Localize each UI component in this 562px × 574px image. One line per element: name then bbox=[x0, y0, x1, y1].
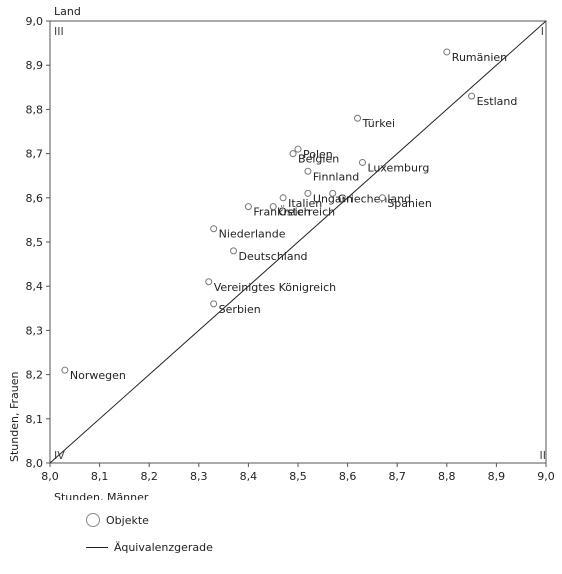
point-label: Vereinigtes Königreich bbox=[214, 281, 336, 294]
quadrant-label-iv: IV bbox=[54, 449, 65, 462]
scatter-point[interactable] bbox=[304, 189, 312, 197]
x-tick-label: 8,0 bbox=[41, 470, 59, 483]
quadrant-label-i: I bbox=[541, 25, 544, 38]
x-tick-label: 8,7 bbox=[388, 470, 406, 483]
legend-circle-icon bbox=[86, 513, 100, 527]
y-tick-label: 8,7 bbox=[26, 148, 44, 161]
point-label: Serbien bbox=[219, 303, 261, 316]
legend-objects-label: Objekte bbox=[106, 513, 149, 527]
y-tick-label: 8,5 bbox=[26, 236, 44, 249]
point-label: Belgien bbox=[298, 153, 339, 166]
quadrant-label-iii: III bbox=[54, 25, 64, 38]
x-tick-label: 8,2 bbox=[140, 470, 158, 483]
point-label: Spanien bbox=[387, 197, 432, 210]
scatter-point[interactable] bbox=[378, 194, 386, 202]
x-tick-label: 8,1 bbox=[91, 470, 109, 483]
point-label: Polen bbox=[303, 148, 333, 161]
x-tick-label: 8,5 bbox=[289, 470, 307, 483]
scatter-point[interactable] bbox=[210, 225, 218, 233]
point-label: Niederlande bbox=[219, 228, 286, 241]
scatter-point[interactable] bbox=[354, 114, 362, 122]
x-tick-label: 8,8 bbox=[438, 470, 456, 483]
legend-line: Äquivalenzgerade bbox=[86, 541, 213, 554]
y-tick-label: 8,4 bbox=[26, 280, 44, 293]
scatter-point[interactable] bbox=[289, 150, 297, 158]
scatter-point[interactable] bbox=[329, 189, 337, 197]
scatter-chart: Land Stunden, Männer Stunden, Frauen I I… bbox=[8, 5, 555, 500]
scatter-point[interactable] bbox=[358, 158, 366, 166]
y-tick-label: 8,6 bbox=[26, 192, 44, 205]
quadrant-label-ii: II bbox=[540, 449, 547, 462]
legend-line-icon bbox=[86, 547, 108, 548]
x-axis-label: Stunden, Männer bbox=[54, 491, 149, 500]
scatter-point[interactable] bbox=[294, 145, 302, 153]
scatter-point[interactable] bbox=[210, 300, 218, 308]
scatter-point[interactable] bbox=[230, 247, 238, 255]
point-label: Deutschland bbox=[239, 250, 308, 263]
scatter-point[interactable] bbox=[269, 203, 277, 211]
scatter-point[interactable] bbox=[468, 92, 476, 100]
y-axis-label: Stunden, Frauen bbox=[8, 372, 21, 462]
x-tick-label: 8,6 bbox=[339, 470, 357, 483]
scatter-point[interactable] bbox=[244, 203, 252, 211]
y-tick-label: 8,2 bbox=[26, 369, 44, 382]
point-label: Estland bbox=[477, 95, 518, 108]
scatter-point[interactable] bbox=[304, 167, 312, 175]
x-tick-label: 8,9 bbox=[488, 470, 506, 483]
y-tick-label: 8,1 bbox=[26, 413, 44, 426]
scatter-point[interactable] bbox=[205, 278, 213, 286]
x-axis-ticks: 8,0 8,1 8,2 8,3 8,4 8,5 8,6 8,7 8,8 8,9 9,0 bbox=[41, 463, 555, 483]
point-label: Ungarn bbox=[313, 192, 353, 205]
point-label: Frankreich bbox=[253, 206, 310, 219]
y-tick-label: 9,0 bbox=[26, 15, 44, 28]
point-label: Luxemburg bbox=[367, 161, 429, 174]
point-label: Türkei bbox=[362, 117, 396, 130]
legend-line-label: Äquivalenzgerade bbox=[114, 541, 213, 554]
x-tick-label: 9,0 bbox=[537, 470, 555, 483]
y-tick-label: 8,9 bbox=[26, 59, 44, 72]
y-tick-label: 8,3 bbox=[26, 324, 44, 337]
point-label: Griechenland bbox=[338, 192, 411, 205]
scatter-point[interactable] bbox=[61, 366, 69, 374]
point-label: Norwegen bbox=[70, 369, 126, 382]
y-axis-ticks: 8,0 8,1 8,2 8,3 8,4 8,5 8,6 8,7 8,8 8,9 9,0 bbox=[26, 15, 50, 470]
point-label: Finnland bbox=[313, 170, 359, 183]
top-axis-label: Land bbox=[54, 5, 81, 18]
y-tick-label: 8,0 bbox=[26, 457, 44, 470]
y-tick-label: 8,8 bbox=[26, 103, 44, 116]
equivalence-line bbox=[49, 20, 547, 464]
point-label: Österreich bbox=[278, 206, 335, 219]
scatter-point[interactable] bbox=[443, 48, 451, 56]
point-label: Italien bbox=[288, 197, 322, 210]
x-tick-label: 8,4 bbox=[240, 470, 258, 483]
x-tick-label: 8,3 bbox=[190, 470, 208, 483]
point-label: Rumänien bbox=[452, 51, 507, 64]
legend-objects: Objekte bbox=[86, 513, 149, 527]
scatter-point[interactable] bbox=[279, 194, 287, 202]
